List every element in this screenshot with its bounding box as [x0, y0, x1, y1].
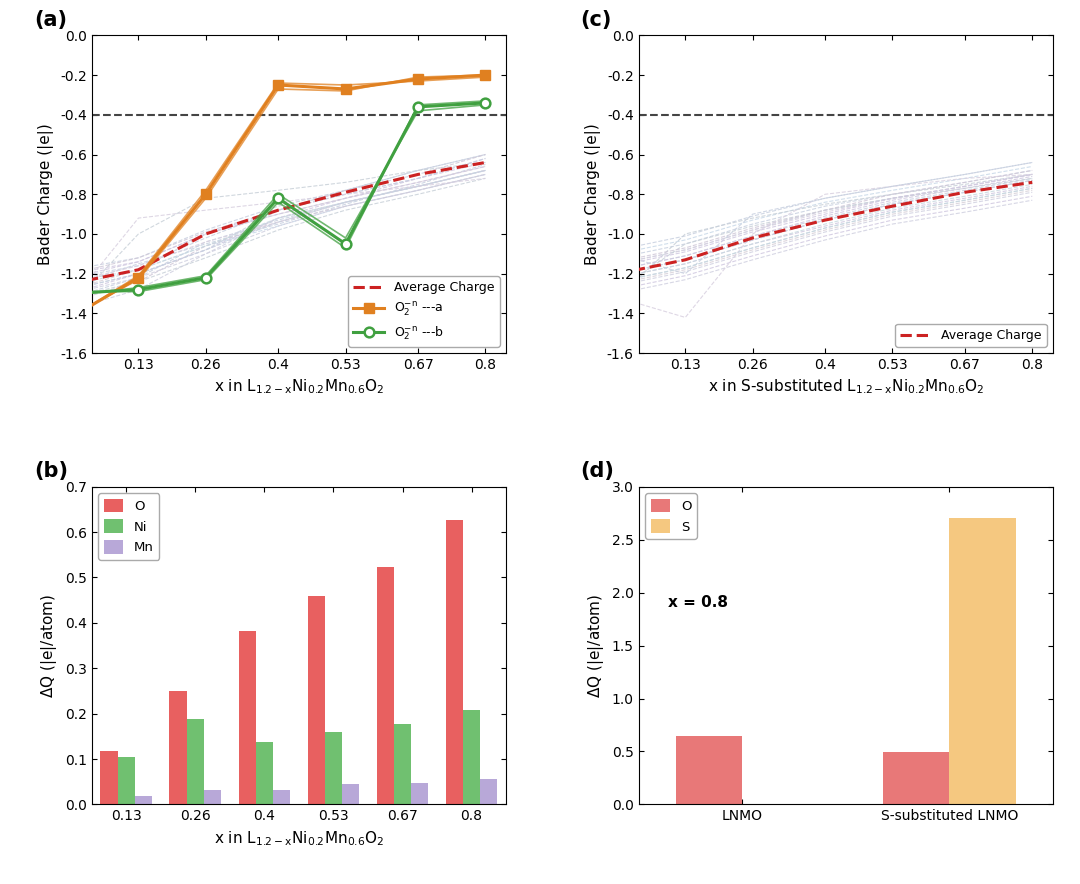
Text: (b): (b) [33, 461, 68, 481]
Legend: Average Charge: Average Charge [895, 324, 1047, 347]
Bar [273, 790, 291, 804]
Bar [118, 758, 135, 804]
Bar [100, 751, 118, 804]
Legend: O, Ni, Mn: O, Ni, Mn [98, 493, 159, 560]
Bar [325, 732, 342, 804]
X-axis label: x in $\rm L_{1.2-x}Ni_{0.2}Mn_{0.6}O_2$: x in $\rm L_{1.2-x}Ni_{0.2}Mn_{0.6}O_2$ [214, 829, 384, 848]
Bar [308, 596, 325, 804]
Bar [883, 752, 949, 804]
Legend: O, S: O, S [645, 493, 697, 539]
Bar [676, 735, 742, 804]
Y-axis label: $\Delta$Q (|e|/atom): $\Delta$Q (|e|/atom) [586, 593, 606, 697]
Bar [170, 691, 187, 804]
Bar [411, 783, 429, 804]
Bar [446, 520, 463, 804]
X-axis label: x in S-substituted $\rm L_{1.2-x}Ni_{0.2}Mn_{0.6}O_2$: x in S-substituted $\rm L_{1.2-x}Ni_{0.2… [707, 377, 984, 396]
X-axis label: x in $\rm L_{1.2-x}Ni_{0.2}Mn_{0.6}O_2$: x in $\rm L_{1.2-x}Ni_{0.2}Mn_{0.6}O_2$ [214, 377, 384, 396]
Y-axis label: Bader Charge (|e|): Bader Charge (|e|) [39, 124, 54, 265]
Bar [256, 743, 273, 804]
Bar [342, 783, 360, 804]
Text: x = 0.8: x = 0.8 [667, 596, 728, 611]
Y-axis label: $\Delta$Q (|e|/atom): $\Delta$Q (|e|/atom) [39, 593, 59, 697]
Bar [377, 567, 394, 804]
Bar [481, 780, 498, 804]
Bar [187, 719, 204, 804]
Bar [394, 724, 411, 804]
Bar [135, 796, 152, 804]
Text: (d): (d) [581, 461, 615, 481]
Bar [949, 518, 1015, 804]
Bar [239, 631, 256, 804]
Bar [204, 790, 221, 804]
Legend: Average Charge, $\rm O_2^{-n}$ ---a, $\rm O_2^{-n}$ ---b: Average Charge, $\rm O_2^{-n}$ ---a, $\r… [348, 277, 500, 347]
Y-axis label: Bader Charge (|e|): Bader Charge (|e|) [585, 124, 602, 265]
Bar [463, 710, 481, 804]
Text: (a): (a) [33, 10, 67, 30]
Text: (c): (c) [581, 10, 612, 30]
